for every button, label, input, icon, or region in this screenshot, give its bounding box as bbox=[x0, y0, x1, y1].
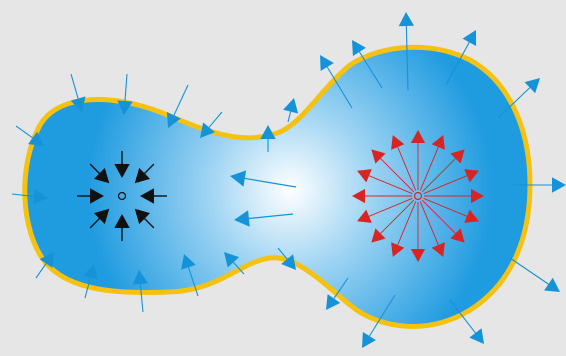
surface-arrow bbox=[132, 270, 148, 313]
outward-arrow bbox=[352, 188, 412, 204]
surface-arrow bbox=[445, 30, 477, 86]
surface-arrow bbox=[352, 40, 383, 89]
outward-arrow bbox=[357, 197, 413, 223]
outward-arrow bbox=[391, 201, 417, 257]
outward-arrow bbox=[410, 130, 426, 190]
bubble-body bbox=[22, 44, 533, 329]
surface-arrow bbox=[497, 78, 540, 119]
surface-arrow bbox=[117, 73, 133, 115]
surface-arrows bbox=[11, 12, 566, 348]
surface-arrow bbox=[362, 294, 396, 348]
small-circle-icon bbox=[413, 191, 423, 201]
outward-arrow bbox=[423, 169, 479, 195]
small-circle-icon bbox=[117, 191, 127, 201]
surface-arrow bbox=[35, 252, 54, 279]
surface-arrow bbox=[70, 73, 86, 112]
surface-arrow bbox=[260, 125, 276, 152]
outward-arrow bbox=[410, 202, 426, 262]
inward-arrows bbox=[77, 151, 167, 241]
outward-arrow bbox=[419, 135, 445, 191]
surface-arrow bbox=[320, 55, 353, 109]
inward-arrow bbox=[77, 188, 104, 204]
outward-arrow bbox=[391, 135, 417, 191]
outward-arrows bbox=[352, 130, 484, 262]
surface-arrow bbox=[509, 257, 560, 292]
surface-arrow bbox=[181, 254, 199, 297]
flow-arrow bbox=[234, 210, 294, 227]
outward-arrow bbox=[371, 199, 415, 243]
surface-arrow bbox=[283, 98, 299, 123]
surface-arrow bbox=[224, 252, 245, 275]
surface-arrow bbox=[11, 188, 48, 205]
surface-arrow bbox=[277, 247, 296, 270]
surface-arrow bbox=[398, 12, 415, 91]
outward-arrow bbox=[357, 169, 413, 195]
inward-arrow bbox=[89, 208, 110, 229]
inward-arrow bbox=[114, 151, 130, 178]
flow-arrows bbox=[230, 170, 297, 227]
outward-arrow bbox=[424, 188, 484, 204]
surface-arrow bbox=[326, 277, 349, 310]
inward-arrow bbox=[114, 214, 130, 241]
flow-arrow bbox=[230, 170, 297, 188]
outward-arrow bbox=[371, 149, 415, 193]
surface-arrow bbox=[449, 299, 484, 344]
surface-arrow bbox=[200, 111, 223, 138]
outward-arrow bbox=[421, 149, 465, 193]
inward-arrow bbox=[134, 163, 155, 184]
inward-arrow bbox=[134, 208, 155, 229]
outward-arrow bbox=[423, 197, 479, 223]
outward-arrow bbox=[419, 201, 445, 257]
surface-arrow bbox=[166, 84, 189, 128]
inward-arrow bbox=[140, 188, 167, 204]
outward-arrow bbox=[421, 199, 465, 243]
surface-arrow bbox=[15, 125, 44, 146]
surface-arrow bbox=[82, 264, 98, 299]
surface-arrow bbox=[512, 177, 566, 193]
inward-arrow bbox=[89, 163, 110, 184]
